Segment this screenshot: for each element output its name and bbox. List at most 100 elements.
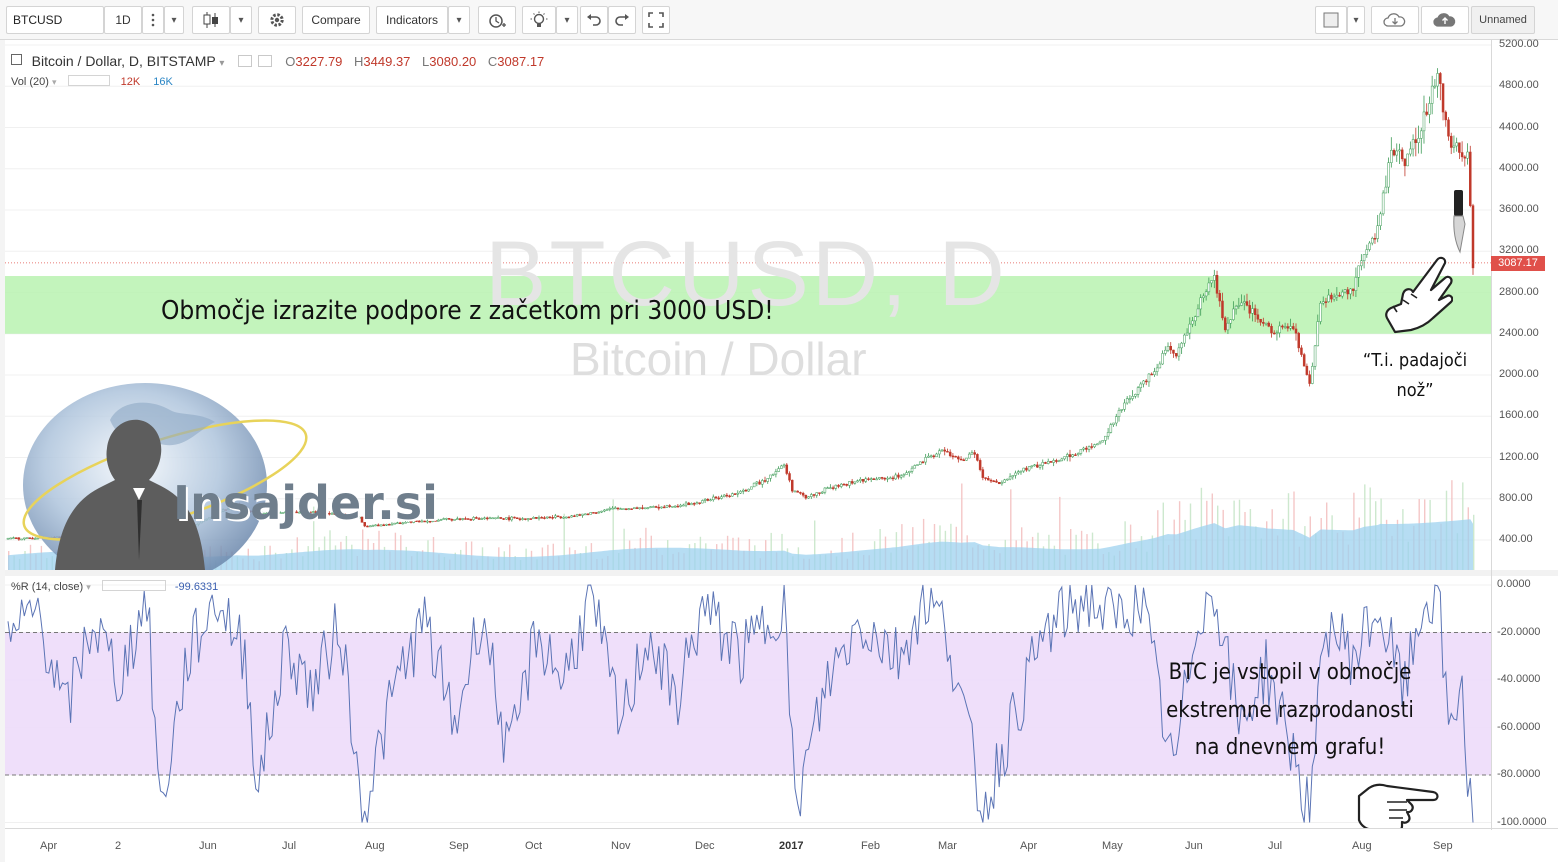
candle-body xyxy=(382,524,386,527)
candle-body xyxy=(616,507,620,510)
candle-body xyxy=(31,537,34,540)
candle-body xyxy=(951,455,955,458)
collapse-icon[interactable] xyxy=(11,54,22,65)
alert-button[interactable] xyxy=(478,6,516,34)
candle-body xyxy=(461,518,464,520)
time-axis[interactable]: Apr 2 Jun Jul Aug Sep Oct Nov Dec 2017 Feb Mar Apr Ma… xyxy=(5,830,1491,862)
candle-body xyxy=(1213,274,1216,281)
candle-body xyxy=(562,516,565,519)
candle-body xyxy=(1286,326,1290,329)
time-axis-label: Oct xyxy=(525,840,543,852)
close-label: C xyxy=(487,54,498,69)
candle-body xyxy=(842,483,846,486)
williams-r-pane[interactable]: %R (14, close) ▾ -99.6331 BTC je vstopil… xyxy=(5,576,1491,828)
load-layout-button[interactable] xyxy=(1371,6,1419,34)
save-layout-button[interactable] xyxy=(1421,6,1469,34)
candle-body xyxy=(1272,332,1276,335)
fullscreen-button[interactable] xyxy=(642,6,670,34)
candle-body xyxy=(823,487,827,493)
layout-name-button[interactable]: Unnamed xyxy=(1471,6,1535,34)
candle-body xyxy=(668,505,671,507)
symbol-search-input[interactable]: BTCUSD xyxy=(6,6,104,34)
candle-body xyxy=(442,518,445,520)
candle-body xyxy=(415,520,418,522)
interval-button[interactable]: 1D xyxy=(104,6,142,34)
candle-body xyxy=(959,458,963,461)
candle-body xyxy=(927,455,930,458)
candle-body xyxy=(594,512,598,514)
candle-body xyxy=(731,493,734,497)
osc-controls-icon[interactable] xyxy=(101,580,166,591)
compare-button[interactable]: Compare xyxy=(302,6,370,34)
candle-body xyxy=(9,537,12,540)
candle-body xyxy=(954,455,957,458)
price-axis[interactable]: 5200.00 4800.00 4400.00 4000.00 3600.00 3200.… xyxy=(1491,38,1558,570)
candle-body xyxy=(554,515,557,518)
candle-body xyxy=(992,480,995,483)
candle-body xyxy=(733,493,737,495)
pane-separator[interactable] xyxy=(0,570,1558,576)
candle-body xyxy=(725,494,729,497)
candle-body xyxy=(1471,205,1475,269)
candle-body xyxy=(494,517,497,520)
ideas-dropdown-button[interactable] xyxy=(556,6,578,34)
candle-body xyxy=(701,500,704,504)
chart-type-dropdown-button[interactable] xyxy=(230,6,252,34)
candle-body xyxy=(306,511,309,513)
candle-body xyxy=(1381,192,1385,215)
candle-body xyxy=(363,522,366,527)
time-axis-border xyxy=(0,828,1558,829)
candle-body xyxy=(1036,464,1039,468)
candle-body xyxy=(777,468,780,472)
layout-button[interactable] xyxy=(1315,6,1347,34)
volume-dropdown-icon[interactable]: ▾ xyxy=(51,77,57,87)
time-axis-label: May xyxy=(1102,840,1123,852)
candle-body xyxy=(630,508,633,510)
candle-body xyxy=(1142,380,1145,385)
volume-controls-icon[interactable] xyxy=(67,75,110,86)
undo-icon xyxy=(587,14,601,26)
candle-body xyxy=(1006,478,1009,481)
candle-body xyxy=(379,524,383,527)
chart-type-button[interactable] xyxy=(192,6,230,34)
legend-dropdown-icon[interactable]: ▾ xyxy=(219,58,225,69)
candle-body xyxy=(6,537,10,540)
layout-dropdown-button[interactable] xyxy=(1347,6,1365,34)
redo-button[interactable] xyxy=(608,6,636,34)
candle-body xyxy=(853,481,857,484)
candle-body xyxy=(938,450,941,455)
price-pane[interactable]: BTCUSD, D Bitcoin / Dollar Insajder.si B… xyxy=(5,40,1491,570)
osc-axis[interactable]: 0.0000 -20.0000 -40.0000 -60.0000 -80.0000 -1… xyxy=(1491,576,1558,828)
settings-icon[interactable] xyxy=(257,55,272,67)
candle-body xyxy=(1327,294,1330,302)
undo-button[interactable] xyxy=(580,6,608,34)
candle-body xyxy=(1409,148,1412,155)
candle-body xyxy=(924,457,927,463)
osc-dropdown-icon[interactable]: ▾ xyxy=(86,582,91,592)
interval-text: 1D xyxy=(115,13,131,27)
candle-body xyxy=(1052,460,1055,463)
time-axis-label: Sep xyxy=(1433,840,1453,852)
candle-body xyxy=(33,538,37,540)
more-options-icon[interactable] xyxy=(142,6,164,34)
falling-knife-annotation-line1: “T.i. padajoči xyxy=(1362,350,1468,371)
candle-body xyxy=(1044,462,1047,464)
ideas-button[interactable] xyxy=(522,6,556,34)
indicators-dropdown-button[interactable] xyxy=(448,6,470,34)
candle-body xyxy=(1321,301,1325,304)
candle-body xyxy=(298,511,301,514)
candle-body xyxy=(1406,153,1409,167)
candle-body xyxy=(976,454,979,461)
osc-series-line xyxy=(7,584,1474,823)
settings-button[interactable] xyxy=(258,6,296,34)
interval-dropdown-button[interactable] xyxy=(164,6,184,34)
candle-body xyxy=(712,496,715,501)
visibility-icon[interactable] xyxy=(238,55,253,67)
candle-body xyxy=(1046,461,1050,464)
candle-body xyxy=(532,517,535,519)
indicators-button[interactable]: Indicators xyxy=(376,6,448,34)
candle-body xyxy=(12,537,15,539)
candle-body xyxy=(1240,302,1243,306)
candle-body xyxy=(1191,320,1194,325)
candle-body xyxy=(1166,346,1170,351)
